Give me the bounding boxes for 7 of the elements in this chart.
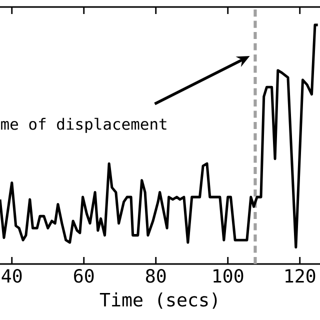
x-tick-label: 60 <box>74 268 94 283</box>
x-axis-title: Time (secs) <box>100 292 217 309</box>
x-tick-label: 80 <box>146 268 166 283</box>
x-tick-label: 100 <box>214 268 244 283</box>
x-tick-label: 40 <box>2 268 22 283</box>
annotation: me of displacement <box>1 118 166 133</box>
x-tick-label: 120 <box>286 268 316 283</box>
